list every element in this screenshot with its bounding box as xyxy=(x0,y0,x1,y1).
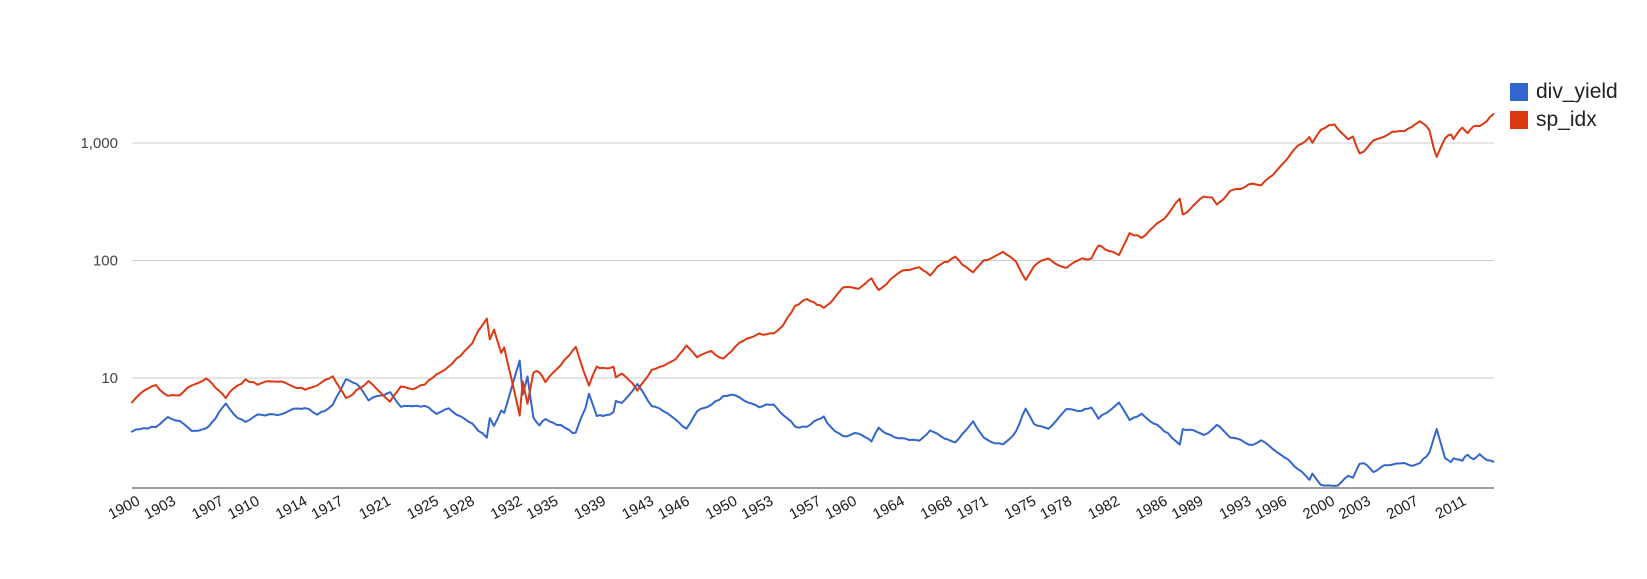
y-axis-label: 100 xyxy=(93,253,118,270)
x-axis-label-1943: 1943 xyxy=(619,493,656,524)
y-axis-label: 10 xyxy=(101,370,118,387)
x-axis-label-1996: 1996 xyxy=(1252,493,1289,524)
series-line-sp_idx[interactable] xyxy=(131,113,1495,417)
x-axis-label-1960: 1960 xyxy=(822,493,859,524)
x-axis-label-1903: 1903 xyxy=(141,493,178,524)
x-axis-label-1975: 1975 xyxy=(1002,493,1039,524)
x-axis-label-1950: 1950 xyxy=(703,493,740,524)
x-axis-label-1986: 1986 xyxy=(1133,493,1170,524)
y-axis-label: 1,000 xyxy=(80,135,118,152)
x-axis-label-1907: 1907 xyxy=(189,493,226,524)
legend-item-div-yield: div_yield xyxy=(1510,80,1618,103)
x-axis-label-1914: 1914 xyxy=(273,493,310,524)
legend-swatch-div-yield xyxy=(1510,83,1528,101)
x-axis-label-1910: 1910 xyxy=(225,493,262,524)
x-axis-label-1900: 1900 xyxy=(105,493,142,524)
x-axis-label-1939: 1939 xyxy=(571,493,608,524)
x-axis-label-1932: 1932 xyxy=(488,493,525,524)
x-axis-label-1968: 1968 xyxy=(918,493,955,524)
x-axis-label-1928: 1928 xyxy=(440,493,477,524)
legend: div_yield sp_idx xyxy=(1510,80,1618,139)
x-axis-label-1946: 1946 xyxy=(655,493,692,524)
x-axis-label-1978: 1978 xyxy=(1037,493,1074,524)
x-axis-label-1964: 1964 xyxy=(870,493,907,524)
x-axis-label-2000: 2000 xyxy=(1300,493,1337,524)
legend-label-div-yield: div_yield xyxy=(1536,80,1618,103)
x-axis-label-2007: 2007 xyxy=(1384,493,1421,524)
legend-swatch-sp-idx xyxy=(1510,111,1528,129)
x-axis-label-1953: 1953 xyxy=(739,493,776,524)
series-line-div_yield[interactable] xyxy=(131,359,1495,487)
x-axis-label-2003: 2003 xyxy=(1336,493,1373,524)
x-axis-label-2011: 2011 xyxy=(1433,493,1469,523)
legend-label-sp-idx: sp_idx xyxy=(1536,108,1597,131)
x-axis-label-1917: 1917 xyxy=(309,493,346,524)
legend-item-sp-idx: sp_idx xyxy=(1510,108,1618,131)
x-axis-label-1925: 1925 xyxy=(404,493,441,524)
x-axis-label-1971: 1971 xyxy=(954,493,991,524)
x-axis-label-1957: 1957 xyxy=(786,493,823,524)
x-axis-label-1989: 1989 xyxy=(1169,493,1206,524)
x-axis-label-1982: 1982 xyxy=(1085,493,1122,524)
x-axis-label-1935: 1935 xyxy=(524,493,561,524)
x-axis-label-1993: 1993 xyxy=(1217,493,1254,524)
x-axis-label-1921: 1921 xyxy=(356,493,393,524)
